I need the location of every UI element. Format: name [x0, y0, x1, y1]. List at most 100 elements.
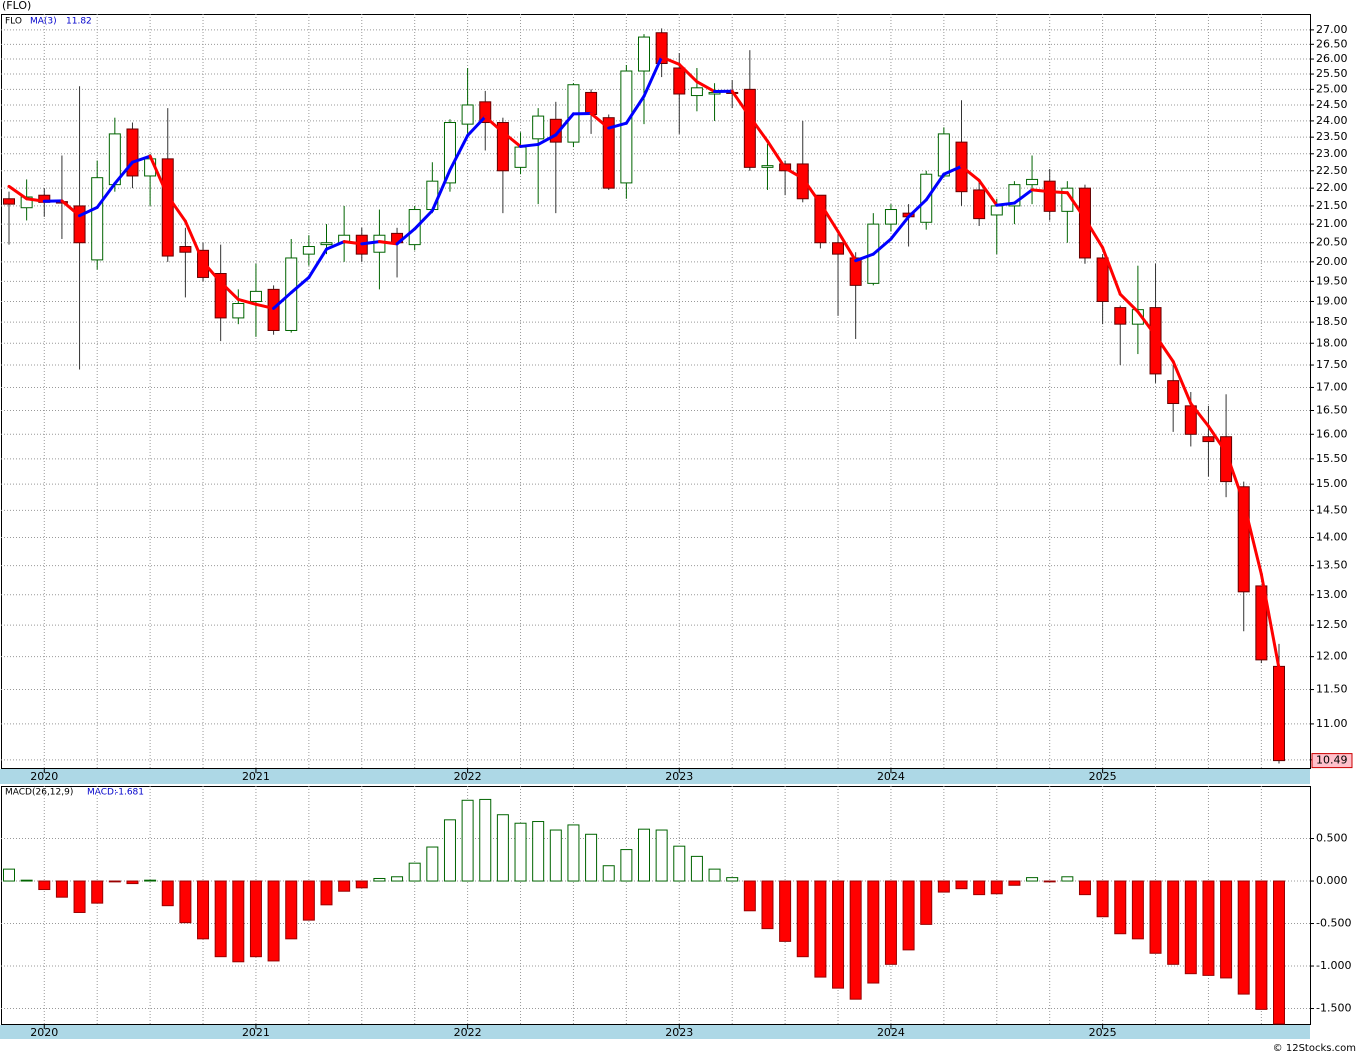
macd-bar — [690, 855, 703, 882]
ma-line — [607, 121, 628, 130]
candle-body — [990, 205, 1003, 216]
candle-body — [443, 122, 456, 184]
candle-body — [937, 133, 950, 177]
macd-bar — [373, 877, 386, 882]
y-tick-label: 19.50 — [1316, 274, 1348, 287]
y-tick-label: -1.000 — [1316, 959, 1351, 972]
macd-bar — [20, 879, 33, 882]
candle-body — [532, 115, 545, 140]
macd-bar — [814, 880, 827, 978]
candle-body — [1043, 180, 1056, 212]
y-tick-label: 23.50 — [1316, 130, 1348, 143]
y-tick-label: 15.50 — [1316, 452, 1348, 465]
y-tick-label: 15.00 — [1316, 477, 1348, 490]
macd-bar — [567, 824, 580, 882]
chart-title: (FLO) — [2, 0, 31, 12]
candle-body — [884, 209, 897, 225]
candle-body — [638, 36, 650, 72]
ma-line — [289, 275, 311, 295]
macd-bar — [443, 819, 456, 882]
macd-bar — [1255, 880, 1268, 1010]
x-tick-label: 2021 — [242, 1026, 270, 1039]
macd-bar — [973, 880, 986, 896]
ma-line — [325, 240, 346, 251]
macd-bar — [496, 814, 509, 882]
ma-line — [871, 237, 893, 256]
y-tick-label: 24.00 — [1316, 114, 1348, 127]
ma-line — [166, 194, 187, 223]
ma-line — [1242, 500, 1263, 576]
x-tick-label: 2022 — [454, 770, 482, 783]
candle-body — [585, 91, 598, 115]
macd-bar — [126, 880, 139, 885]
macd-bar — [232, 880, 245, 963]
macd-bar — [267, 880, 280, 962]
y-tick-label: 13.50 — [1316, 559, 1348, 572]
macd-bar — [38, 880, 51, 891]
macd-bar — [1167, 880, 1180, 965]
macd-bar — [1026, 877, 1039, 882]
x-tick-label: 2023 — [665, 770, 693, 783]
macd-bar — [144, 879, 157, 882]
candle-body — [496, 122, 509, 172]
y-tick-label: 21.50 — [1316, 199, 1348, 212]
macd-bar — [849, 880, 862, 1000]
macd-bar — [1149, 880, 1162, 954]
ma-line — [995, 201, 1016, 207]
macd-bar — [620, 849, 633, 882]
macd-bar — [726, 877, 739, 882]
price-panel — [1, 14, 1311, 769]
macd-bar — [832, 880, 845, 989]
macd-bar — [1273, 880, 1285, 1025]
macd-bar — [1114, 880, 1127, 935]
y-tick-label: 26.00 — [1316, 52, 1348, 65]
macd-bar — [479, 798, 492, 882]
y-tick-label: 18.00 — [1316, 336, 1348, 349]
y-tick-label: 21.00 — [1316, 217, 1348, 230]
macd-bar — [920, 880, 933, 925]
y-tick-label: -0.500 — [1316, 917, 1351, 930]
candle-body — [832, 242, 845, 255]
macd-bar — [3, 868, 15, 882]
ma-line — [783, 166, 805, 180]
candle-body — [1149, 307, 1162, 375]
y-tick-label: 13.00 — [1316, 588, 1348, 601]
y-tick-label: 12.00 — [1316, 650, 1348, 663]
y-tick-label: 22.00 — [1316, 181, 1348, 194]
macd-bar — [179, 880, 192, 924]
ma-line — [1154, 334, 1175, 364]
ma-line — [272, 291, 293, 310]
ma-line — [430, 168, 452, 213]
macd-bar — [1008, 880, 1021, 886]
candle-body — [602, 117, 615, 189]
candle-body — [479, 101, 492, 124]
x-tick-label: 2025 — [1089, 770, 1117, 783]
macd-bar — [708, 868, 721, 882]
macd-bar — [91, 880, 104, 904]
candle-body — [761, 165, 774, 168]
footer: © 12Stocks.com — [1273, 1043, 1356, 1054]
candle-body — [814, 194, 827, 244]
ma-line — [60, 199, 82, 218]
ma-line — [236, 297, 258, 306]
y-tick-label: 11.00 — [1316, 717, 1348, 730]
ma-line — [554, 112, 575, 137]
candle-body — [1167, 380, 1180, 405]
ma-line — [1118, 292, 1140, 314]
y-tick-label: 19.00 — [1316, 294, 1348, 307]
macd-bar — [1078, 880, 1091, 896]
ma-line — [942, 164, 963, 176]
ma-line — [977, 178, 999, 207]
y-tick-label: 16.00 — [1316, 427, 1348, 440]
macd-bar — [1220, 880, 1233, 979]
y-tick-label: 23.00 — [1316, 147, 1348, 160]
ma-line — [183, 219, 205, 264]
ma-line — [395, 227, 417, 246]
y-tick-label: 16.50 — [1316, 404, 1348, 417]
macd-bar — [867, 880, 880, 984]
ma-line — [1224, 450, 1246, 504]
x-tick-label: 2022 — [454, 1026, 482, 1039]
y-tick-label: 14.00 — [1316, 531, 1348, 544]
ma-line — [1136, 310, 1158, 338]
